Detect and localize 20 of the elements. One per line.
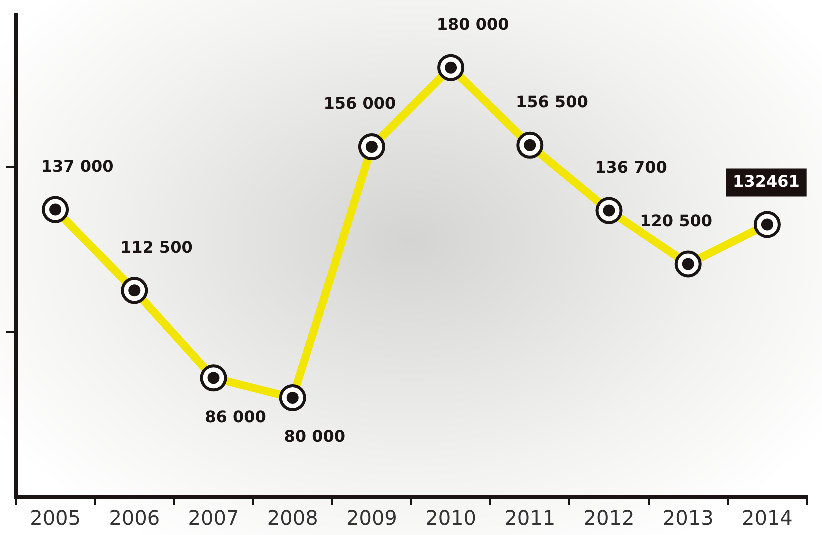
data-label: 136 700 (595, 158, 668, 177)
data-label: 112 500 (120, 238, 193, 257)
x-tick-label: 2010 (426, 506, 477, 530)
x-tick-label: 2013 (662, 506, 714, 530)
x-tick-label: 2012 (584, 506, 635, 530)
x-tick-label: 2009 (346, 506, 398, 530)
x-tick-label: 2014 (742, 506, 793, 530)
x-tick-label: 2011 (504, 506, 556, 530)
data-label: 180 000 (436, 14, 510, 34)
data-label: 80 000 (284, 427, 346, 446)
x-tick-label: 2005 (30, 506, 82, 530)
data-label: 86 000 (205, 407, 266, 426)
data-label: 156 000 (324, 94, 396, 114)
x-tick-label: 2008 (267, 506, 318, 530)
data-label: 132461 (733, 172, 800, 191)
data-label: 120 500 (640, 211, 713, 230)
x-tick-label: 2006 (109, 506, 160, 530)
data-label: 137 000 (41, 156, 114, 176)
x-tick-label: 2007 (188, 506, 240, 530)
data-label: 156 500 (516, 92, 588, 112)
